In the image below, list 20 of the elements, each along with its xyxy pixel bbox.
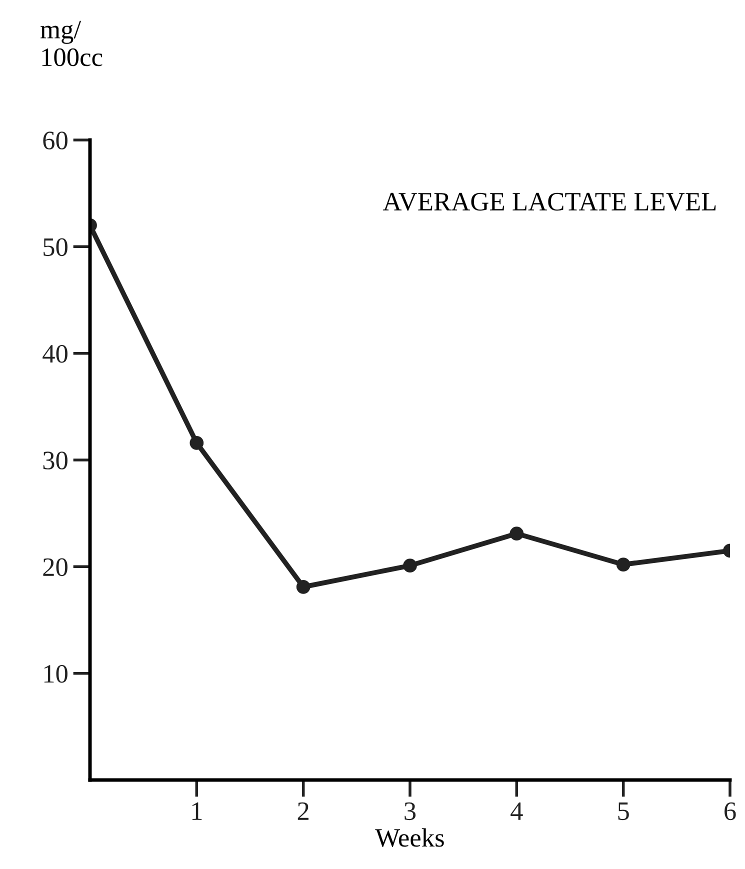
x-tick-label: 5 [618,802,629,820]
y-tick-label: 10 [44,664,68,683]
x-tick-label: 1 [192,802,202,820]
x-axis-title: Weeks [375,828,444,847]
text: AVERAGE LACTATE LEVEL [382,192,716,211]
point [190,436,204,450]
point [510,526,524,541]
point [296,580,310,594]
x-tick-label: 6 [724,802,736,820]
y-tick-label: 20 [43,558,68,576]
x-tick-label: 2 [298,802,308,820]
y-tick-label: 50 [44,238,68,256]
x-tick-label: 4 [510,802,523,820]
point [403,558,417,573]
x-tick-label: 3 [404,802,416,820]
y-axis-title: mg/ 100cc [40,20,102,66]
y-tick-label: 40 [42,344,68,363]
point [616,558,630,572]
y-tick-label: 30 [43,452,68,470]
y-tick-label: 60 [43,132,68,150]
